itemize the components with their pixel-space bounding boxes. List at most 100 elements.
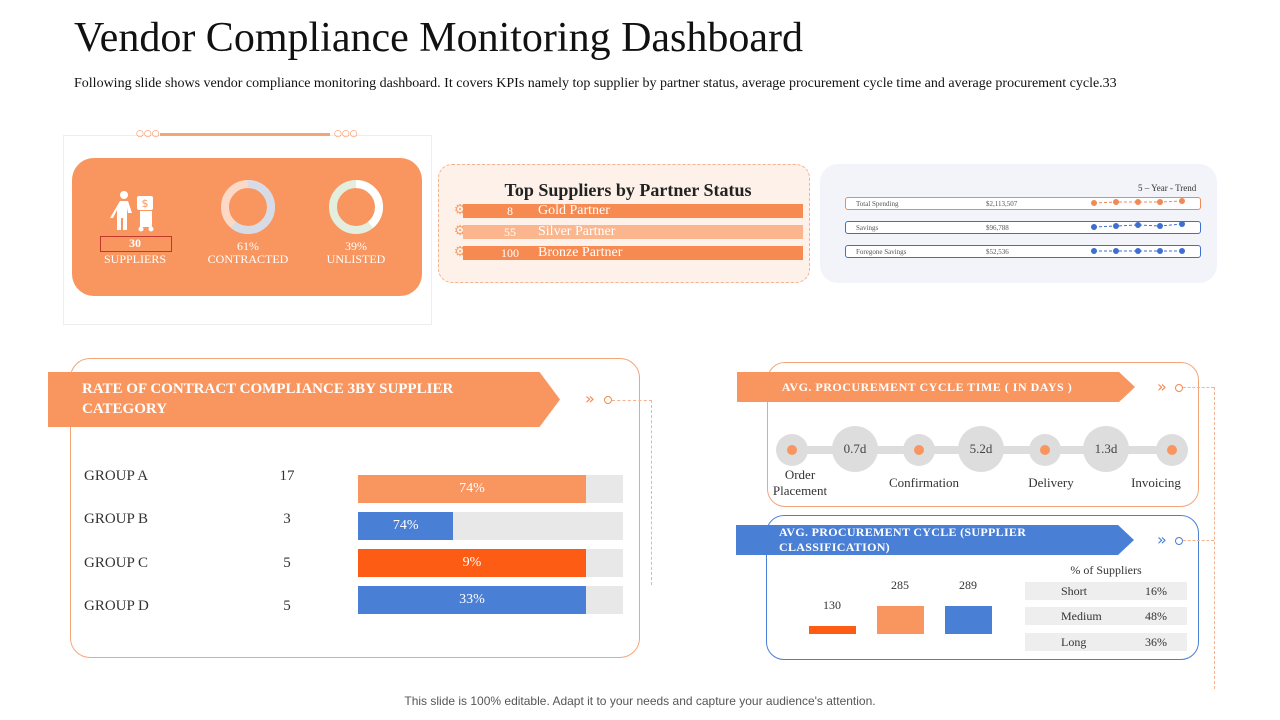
donut-unlisted-arc [329, 180, 383, 234]
trend-point [1135, 248, 1141, 254]
duration-node: 0.7d [832, 426, 878, 472]
compliance-bar-track: 74% [358, 475, 623, 503]
pct-row: Long 36% [1025, 633, 1187, 651]
partner-count: 100 [501, 246, 519, 260]
partner-row: 8 Gold Partner [463, 204, 803, 218]
classification-bar-value: 285 [891, 578, 909, 593]
double-chevron-icon: » [1157, 530, 1167, 549]
decorative-dots-icon: ○○○ [136, 129, 160, 139]
trend-point [1135, 199, 1141, 205]
classification-panel [766, 515, 1199, 660]
donut-contracted-arc [221, 180, 275, 234]
group-label: GROUP A [84, 468, 149, 484]
pct-suppliers-heading: % of Suppliers [1070, 563, 1142, 577]
compliance-bar-label: 33% [459, 592, 485, 607]
cycle-time-panel [767, 362, 1199, 507]
suppliers-value: 30 [129, 236, 141, 250]
partner-count: 8 [507, 204, 513, 218]
stage-node-delivery [1029, 434, 1061, 466]
connector-dot-icon [604, 396, 612, 404]
trend-point [1179, 222, 1185, 227]
trend-sparkline [1091, 198, 1185, 206]
compliance-bar-track: 74% [358, 512, 623, 540]
partner-label: Silver Partner [538, 224, 616, 239]
connector-line [612, 400, 652, 401]
contracted-donut [221, 180, 275, 234]
group-count: 5 [283, 598, 291, 614]
pct-value: 48% [1145, 609, 1167, 623]
svg-text:$: $ [142, 197, 149, 210]
stage-node-confirmation [903, 434, 935, 466]
stage-node-invoicing [1156, 434, 1188, 466]
footer-note: This slide is 100% editable. Adapt it to… [404, 694, 876, 708]
trend-metric-value: $2,113,507 [986, 200, 1018, 208]
trend-point [1157, 248, 1163, 254]
trend-point [1113, 199, 1119, 205]
connector-dot-icon [1175, 537, 1183, 545]
classification-bar [945, 605, 992, 634]
contracted-label: CONTRACTED [207, 252, 289, 266]
classification-bar [809, 626, 856, 634]
trend-metric-name: Foregone Savings [856, 248, 907, 256]
partner-status-card [438, 164, 810, 283]
compliance-panel [70, 358, 640, 658]
connector-line [1183, 540, 1214, 541]
duration-node: 1.3d [1083, 426, 1129, 472]
pct-row: Medium 48% [1025, 607, 1187, 625]
group-label: GROUP B [84, 511, 149, 527]
compliance-bar-fill [358, 475, 586, 503]
stage-label: Delivery [1028, 475, 1074, 490]
page-subtitle: Following slide shows vendor compliance … [74, 76, 1117, 91]
trend-row: Total Spending $2,113,507 [845, 197, 1201, 210]
trend-metric-name: Savings [856, 224, 879, 232]
connector-dot-icon [1175, 384, 1183, 392]
trend-sparkline [1091, 248, 1185, 254]
decorative-line [160, 133, 330, 136]
partner-label: Bronze Partner [538, 245, 623, 260]
trend-point [1157, 199, 1163, 205]
unlisted-donut [329, 180, 383, 234]
trend-point [1091, 200, 1097, 206]
compliance-bar-label: 74% [459, 481, 485, 496]
trend-point [1157, 223, 1163, 229]
cycle-time-banner-title: AVG. PROCUREMENT CYCLE TIME ( IN DAYS ) [781, 380, 1073, 394]
pct-value: 36% [1145, 635, 1167, 649]
trend-point [1113, 248, 1119, 254]
trend-metric-value: $96,788 [986, 224, 1009, 232]
suppliers-value-box [100, 236, 172, 252]
trend-metric-name: Total Spending [856, 200, 899, 208]
compliance-bar-track: 33% [358, 586, 623, 614]
trend-heading: 5 – Year - Trend [1138, 183, 1197, 193]
compliance-bar-fill [358, 586, 586, 614]
classification-banner-title: AVG. PROCUREMENT CYCLE (SUPPLIER CLASSIF… [779, 525, 1027, 554]
unlisted-value: 39% [345, 239, 367, 253]
pct-category: Medium [1061, 609, 1102, 623]
group-label: GROUP D [84, 598, 149, 614]
compliance-banner [48, 372, 560, 427]
compliance-bar-label: 74% [392, 518, 419, 533]
classification-bar [877, 606, 924, 634]
compliance-banner-title: RATE OF CONTRACT COMPLIANCE 3BY SUPPLIER… [82, 381, 454, 417]
connector-line [1214, 387, 1215, 689]
suppliers-label: SUPPLIERS [103, 252, 167, 266]
cycle-time-banner [737, 372, 1135, 402]
group-count: 5 [283, 555, 291, 571]
partner-row: 100 Bronze Partner [463, 246, 803, 260]
duration-node: 5.2d [958, 426, 1004, 472]
trend-point [1091, 224, 1097, 230]
pct-category: Short [1061, 584, 1088, 598]
partner-label: Gold Partner [538, 203, 610, 218]
partner-status-title: Top Suppliers by Partner Status [504, 180, 752, 200]
stage-label: Invoicing [1131, 475, 1181, 490]
trend-point [1113, 223, 1119, 229]
double-chevron-icon: » [585, 389, 595, 408]
group-count: 3 [283, 511, 291, 527]
pct-category: Long [1061, 635, 1087, 649]
classification-bar-value: 289 [959, 577, 977, 592]
pct-value: 16% [1145, 584, 1167, 598]
partner-row: 55 Silver Partner [463, 225, 803, 239]
contracted-value: 61% [237, 239, 259, 253]
trend-point [1179, 248, 1185, 254]
compliance-bar-label: 9% [462, 555, 482, 570]
trend-point [1179, 198, 1185, 204]
